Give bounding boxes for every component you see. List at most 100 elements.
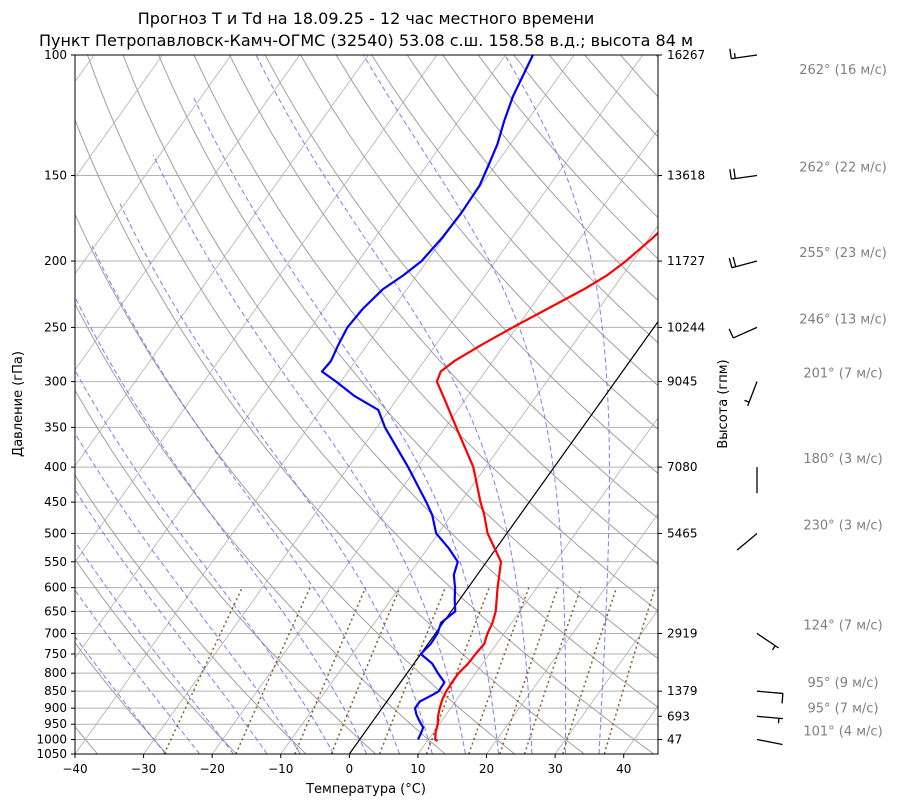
- mixing-ratio-28: [561, 587, 618, 754]
- height-tick-label: 7080: [667, 460, 698, 474]
- y-tick-label: 900: [44, 701, 67, 715]
- x-tick-label: 10: [410, 762, 425, 776]
- y-tick-label: 850: [44, 684, 67, 698]
- x-axis-label: Температура (°C): [305, 782, 426, 797]
- chart-title-line2: Пункт Петропавловск-Камч-ОГМС (32540) 53…: [39, 31, 693, 50]
- wind-barb-half: [771, 645, 776, 651]
- dry-adiabat-0: [75, 389, 377, 754]
- wind-barb: [728, 326, 758, 339]
- height-tick-label: 13618: [667, 169, 705, 183]
- temperature-line: [434, 231, 658, 742]
- wind-barb-staff: [756, 632, 779, 649]
- height-tick-label: 1379: [667, 684, 698, 698]
- moist-adiabat--15: [75, 488, 268, 754]
- dry-adiabat-50: [122, 55, 658, 708]
- dry-adiabat-70: [193, 55, 658, 612]
- wind-label: 124° (7 м/с): [803, 618, 882, 633]
- wind-label: 262° (16 м/с): [799, 63, 887, 78]
- y-tick-label: 100: [44, 48, 67, 62]
- y-tick-label: 550: [44, 555, 67, 569]
- height-tick-label: 10244: [667, 320, 705, 334]
- dewpoint-line: [320, 55, 534, 740]
- y-tick-label: 700: [44, 626, 67, 640]
- dry-adiabat-130: [406, 55, 658, 344]
- wind-barb-staff: [731, 174, 758, 180]
- isotherm--80: [75, 55, 301, 371]
- dry-adiabat-30: [75, 118, 585, 754]
- wind-barb-staff: [756, 690, 783, 695]
- wind-barb-full: [728, 257, 733, 268]
- y-tick-label: 600: [44, 581, 67, 595]
- moist-adiabat--25: [75, 589, 200, 754]
- dry-adiabat-60: [158, 55, 658, 660]
- plot-frame: [74, 54, 659, 755]
- wind-barb-full: [728, 328, 734, 339]
- isotherm--20: [211, 128, 658, 754]
- moist-adiabat-25: [255, 55, 533, 754]
- y-tick-label: 1050: [36, 747, 67, 761]
- x-tick-label: 0: [346, 762, 354, 776]
- wind-barb-staff: [756, 715, 783, 720]
- wind-label: 255° (23 м/с): [799, 246, 887, 261]
- dry-adiabat-120: [371, 55, 658, 387]
- height-axis-label: Высота (гпм): [716, 359, 731, 448]
- x-tick-label: −40: [62, 762, 87, 776]
- moist-adiabat-30: [363, 55, 567, 754]
- moist-adiabat--10: [75, 432, 301, 754]
- moist-adiabat--5: [75, 369, 334, 754]
- wind-label: 230° (3 м/с): [803, 518, 882, 533]
- wind-barb: [729, 168, 758, 180]
- dry-adiabat--30: [75, 641, 168, 754]
- mixing-ratio-20: [523, 587, 582, 754]
- dry-adiabat-80: [229, 55, 658, 565]
- x-tick-label: 20: [479, 762, 494, 776]
- y-tick-label: 950: [44, 717, 67, 731]
- y-tick-label: 350: [44, 420, 67, 434]
- y-tick-label: 250: [44, 320, 67, 334]
- wind-barb-staff: [732, 326, 758, 339]
- height-tick-label: 5465: [667, 526, 698, 540]
- isotherm--50: [75, 55, 506, 659]
- dry-adiabat-90: [264, 55, 658, 519]
- isotherm--30: [143, 55, 643, 754]
- y-tick-label: 300: [44, 375, 67, 389]
- isotherm--60: [75, 55, 438, 563]
- dry-adiabat-10: [75, 302, 446, 754]
- moist-adiabat-15: [152, 154, 466, 754]
- mixing-ratio-5: [378, 587, 446, 754]
- wind-label: 262° (22 м/с): [799, 161, 887, 176]
- isotherm--70: [75, 55, 369, 467]
- chart-title-line1: Прогноз T и Td на 18.09.25 - 12 час мест…: [138, 9, 594, 28]
- dry-adiabat-20: [75, 213, 516, 754]
- y-tick-label: 400: [44, 460, 67, 474]
- y-tick-label: 500: [44, 526, 67, 540]
- x-tick-label: 40: [616, 762, 631, 776]
- dry-adiabat--10: [75, 474, 307, 754]
- wind-barbs: 262° (16 м/с) 262° (22 м/с) 255° (23 м/с) 2…: [728, 48, 887, 746]
- moist-adiabat--20: [75, 540, 234, 754]
- mixing-ratio-16: [499, 587, 559, 754]
- wind-barb-full: [729, 169, 732, 180]
- wind-label: 180° (3 м/с): [803, 452, 882, 467]
- height-tick-label: 47: [667, 732, 682, 746]
- axes: 1001502002503003504004505005506006507007…: [36, 48, 705, 776]
- wind-barb-half: [744, 399, 750, 403]
- wind-barb-full: [729, 48, 732, 59]
- mixing-ratio-12: [468, 587, 530, 754]
- wind-label: 95° (9 м/с): [807, 676, 878, 691]
- y-axis-label: Давление (гПа): [11, 351, 26, 457]
- height-tick-label: 2919: [667, 626, 698, 640]
- height-tick-label: 11727: [667, 254, 705, 268]
- moist-adiabat-10: [119, 203, 433, 754]
- wind-barb-staff: [736, 532, 758, 551]
- dry-adiabat-40: [87, 55, 655, 754]
- wind-barb: [744, 381, 758, 407]
- wind-barb-full: [781, 693, 784, 704]
- isotherm--90: [75, 55, 232, 275]
- wind-barb-half: [733, 53, 736, 59]
- wind-barb: [729, 48, 758, 60]
- y-tick-label: 150: [44, 169, 67, 183]
- wind-barb-staff: [756, 738, 783, 746]
- dry-adiabat-100: [300, 55, 658, 474]
- wind-barb: [756, 632, 779, 651]
